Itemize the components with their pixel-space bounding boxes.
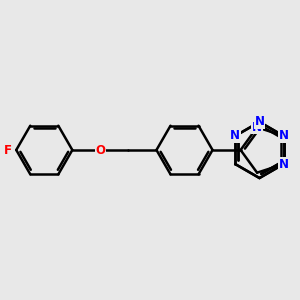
Text: N: N [254, 116, 265, 128]
Text: N: N [279, 158, 289, 170]
Text: N: N [279, 130, 289, 142]
Text: N: N [230, 130, 240, 142]
Text: O: O [95, 143, 105, 157]
Text: F: F [4, 143, 12, 157]
Text: N: N [252, 121, 262, 134]
